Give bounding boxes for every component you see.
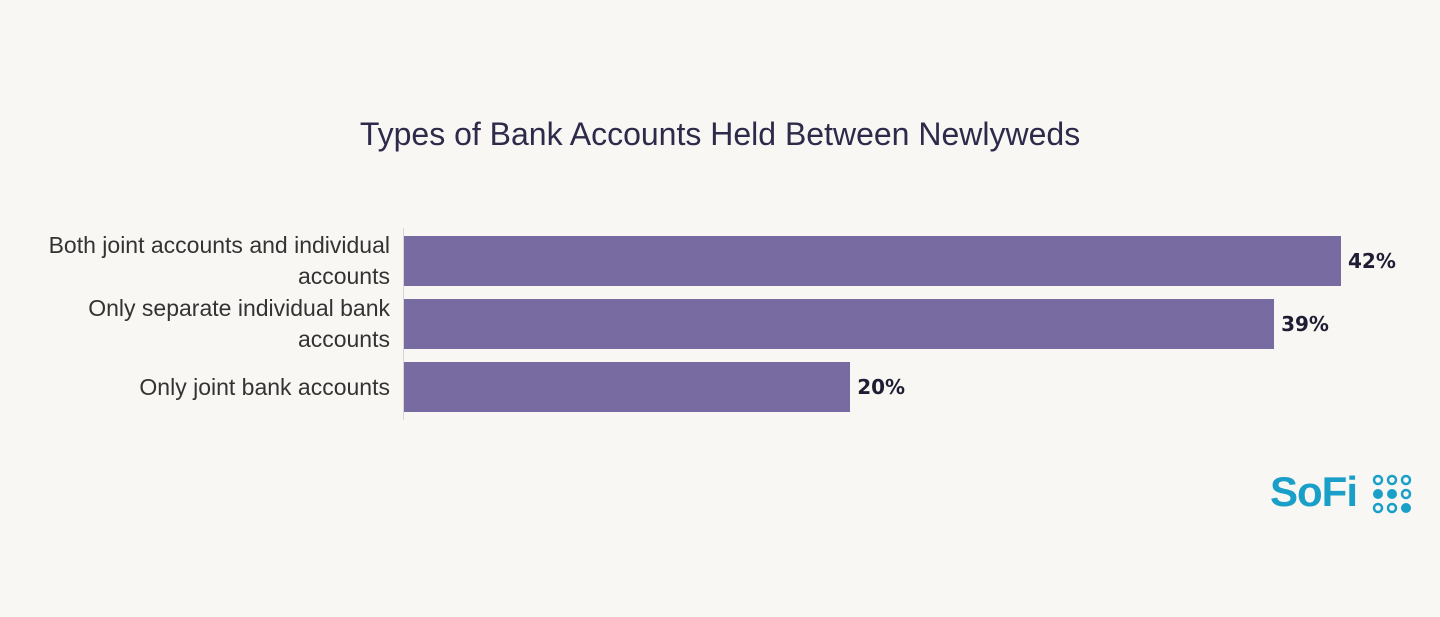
value-label: 39% [1281, 312, 1329, 336]
bar [404, 236, 1341, 286]
value-label: 42% [1348, 249, 1396, 273]
brand-logo: SoFi [1270, 468, 1358, 515]
category-label: Only joint bank accounts [139, 373, 390, 400]
bar [404, 362, 851, 412]
category-label: Only separate individual bank accounts [88, 295, 390, 352]
logo-icon [1372, 474, 1412, 514]
bar [404, 299, 1275, 349]
chart-title: Types of Bank Accounts Held Between Newl… [359, 116, 1081, 152]
value-label: 20% [857, 375, 906, 399]
axis-line [403, 228, 404, 420]
category-label: Both joint accounts and individual accou… [48, 232, 390, 289]
